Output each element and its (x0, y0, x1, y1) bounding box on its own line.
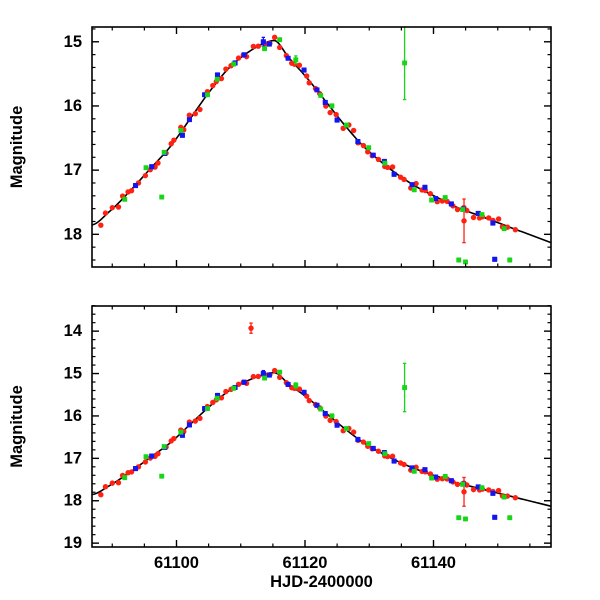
svg-text:61140: 61140 (411, 554, 456, 572)
svg-text:61100: 61100 (154, 554, 199, 572)
svg-text:16: 16 (64, 97, 82, 115)
svg-text:16: 16 (64, 407, 82, 425)
svg-text:18: 18 (64, 492, 82, 510)
svg-text:17: 17 (64, 161, 82, 179)
svg-text:17: 17 (64, 449, 82, 467)
svg-text:18: 18 (64, 225, 82, 243)
svg-text:14: 14 (64, 322, 83, 340)
svg-text:19: 19 (64, 534, 82, 552)
svg-text:61120: 61120 (283, 554, 328, 572)
svg-text:HJD-2400000: HJD-2400000 (270, 573, 373, 591)
svg-text:Magnitude: Magnitude (8, 385, 26, 468)
svg-text:Magnitude: Magnitude (8, 106, 26, 189)
svg-text:15: 15 (64, 33, 82, 51)
svg-text:15: 15 (64, 365, 82, 383)
